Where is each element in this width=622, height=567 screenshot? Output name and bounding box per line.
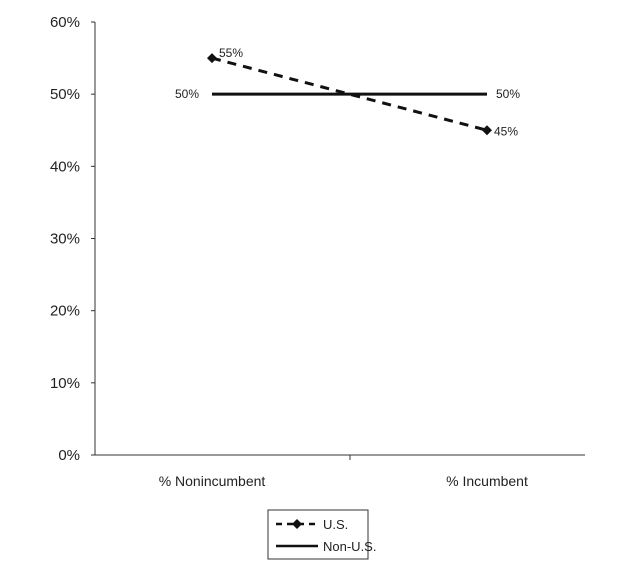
chart-axes	[91, 21, 585, 460]
legend-entry-label: U.S.	[323, 517, 348, 532]
y-tick-label: 30%	[50, 231, 80, 248]
data-label: 55%	[219, 46, 243, 60]
series-markers	[207, 53, 492, 136]
data-label: 50%	[496, 87, 520, 101]
data-labels: 55% 45% 50% 50%	[175, 46, 520, 138]
data-label: 45%	[494, 124, 518, 138]
series-lines	[211, 56, 488, 132]
x-category-label: % Incumbent	[446, 473, 528, 489]
y-tick-label: 0%	[58, 447, 80, 464]
y-axis-tick-labels: 0% 10% 20% 30% 40% 50% 60%	[50, 14, 80, 464]
x-axis-category-labels: % Nonincumbent % Incumbent	[159, 473, 528, 489]
x-category-label: % Nonincumbent	[159, 473, 266, 489]
y-tick-label: 20%	[50, 303, 80, 320]
y-tick-label: 60%	[50, 14, 80, 31]
y-tick-label: 40%	[50, 158, 80, 175]
data-label: 50%	[175, 87, 199, 101]
data-point-marker	[482, 125, 492, 136]
data-point-marker	[207, 53, 217, 64]
legend-box	[267, 509, 369, 560]
y-tick-label: 10%	[50, 375, 80, 392]
chart-legend: U.S. Non-U.S.	[267, 509, 376, 560]
legend-swatch-marker	[292, 519, 302, 529]
y-tick-label: 50%	[50, 86, 80, 103]
legend-entry-label: Non-U.S.	[323, 539, 376, 554]
